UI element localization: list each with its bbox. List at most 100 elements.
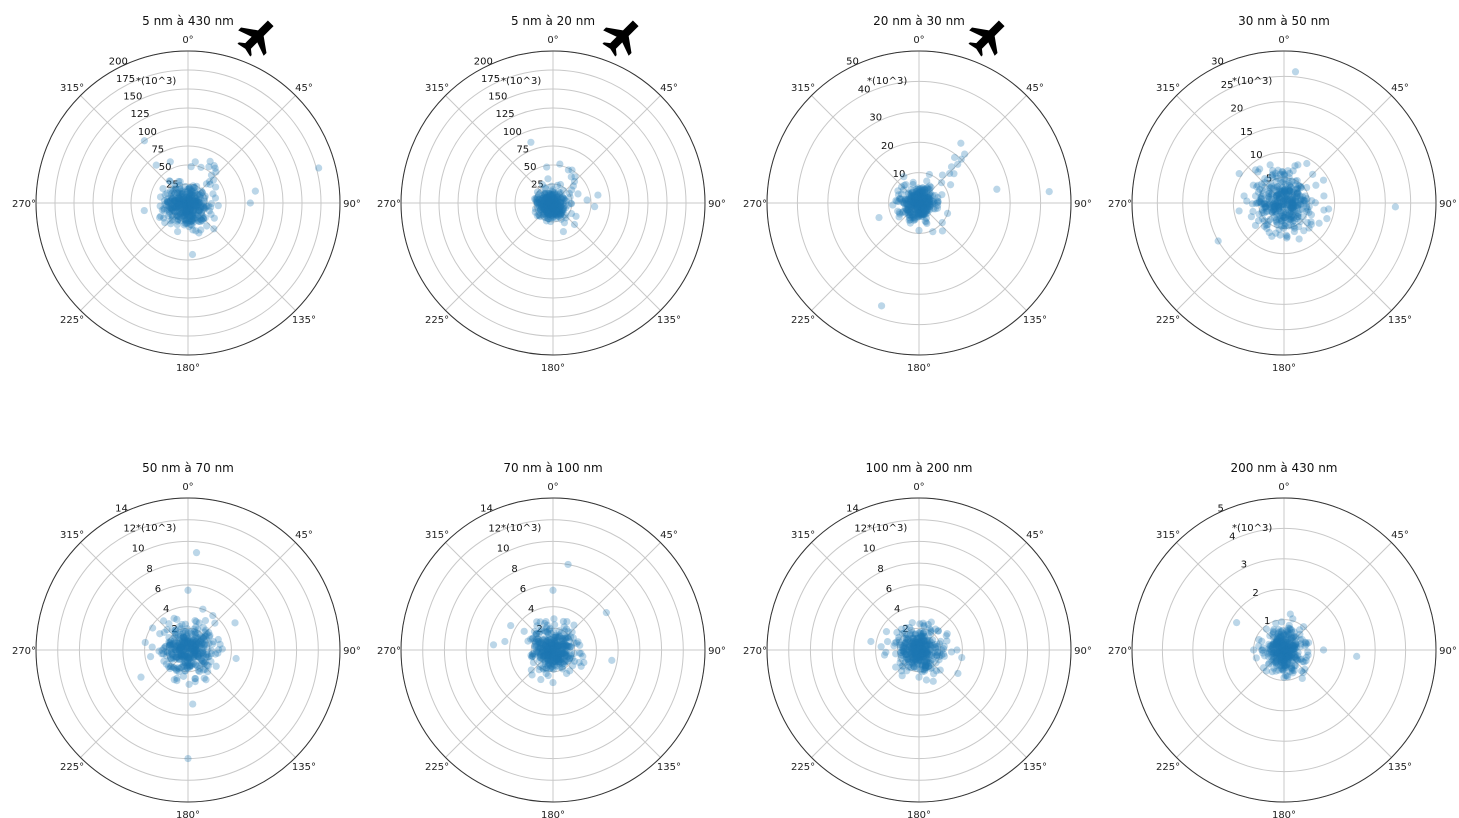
data-point (923, 199, 932, 207)
data-point (1271, 646, 1280, 655)
data-point (561, 648, 569, 657)
data-point (201, 204, 209, 212)
data-point (182, 198, 190, 206)
data-point (194, 652, 202, 660)
data-point (925, 194, 933, 202)
data-point (561, 640, 569, 648)
data-point (204, 653, 212, 661)
data-point (170, 614, 178, 622)
data-point (1282, 195, 1291, 203)
data-point (1273, 646, 1282, 654)
data-point (559, 193, 567, 201)
data-point (1235, 170, 1243, 178)
data-point (179, 651, 188, 659)
data-point (561, 211, 569, 219)
data-point (1288, 650, 1296, 658)
data-point (199, 650, 207, 658)
data-point (924, 662, 933, 670)
data-point (1270, 664, 1278, 672)
data-point (916, 645, 924, 653)
data-point (1291, 197, 1299, 205)
data-point (904, 211, 913, 219)
data-point (1286, 667, 1294, 676)
data-point (926, 664, 935, 673)
data-point (538, 197, 546, 205)
data-point (1275, 204, 1283, 213)
data-point (934, 648, 942, 656)
data-point (507, 621, 515, 630)
theta-tick-label: 270° (12, 646, 36, 657)
data-point (174, 189, 182, 197)
data-point (189, 207, 197, 215)
data-point (174, 664, 182, 672)
data-point (908, 639, 917, 647)
data-point (198, 635, 206, 643)
data-point (913, 200, 922, 209)
data-point (190, 654, 198, 662)
data-point (903, 205, 911, 214)
data-point (544, 175, 552, 183)
data-point (170, 197, 179, 205)
data-point (543, 208, 551, 216)
data-point (190, 201, 198, 209)
data-point (915, 639, 923, 647)
data-point (534, 638, 542, 646)
data-point (188, 202, 196, 210)
data-point (919, 196, 927, 204)
polar-subplot: 0°45°90°135°180°225°270°315°2468101214*(… (12, 461, 361, 818)
data-point (528, 671, 536, 679)
data-point (156, 630, 164, 638)
data-point (173, 212, 181, 220)
data-point (181, 650, 189, 658)
data-point (171, 646, 179, 654)
data-point (212, 168, 220, 176)
data-point (183, 205, 191, 213)
data-point (919, 643, 927, 651)
data-point (545, 215, 553, 223)
data-point (902, 197, 910, 205)
data-point (172, 625, 180, 634)
data-point (1287, 213, 1296, 221)
data-point (1273, 209, 1281, 217)
data-point (547, 190, 555, 199)
data-point (910, 191, 918, 199)
data-point (570, 220, 579, 229)
data-point (900, 199, 908, 208)
data-point (559, 204, 568, 212)
data-point (915, 628, 923, 637)
data-point (924, 184, 932, 192)
data-point (917, 193, 925, 201)
data-point (548, 192, 556, 200)
data-point (1286, 197, 1294, 205)
data-point (190, 647, 198, 655)
data-point (170, 194, 178, 202)
data-point (546, 217, 555, 226)
data-point (1289, 641, 1297, 650)
data-point (925, 199, 933, 208)
data-point (193, 216, 202, 224)
data-point (916, 210, 924, 218)
data-point (551, 198, 559, 206)
data-point (175, 202, 183, 210)
polar-subplot: 0°45°90°135°180°225°270°315°12345*(10^3)… (1108, 461, 1457, 818)
data-point (1279, 200, 1287, 208)
data-point (908, 196, 916, 204)
data-point (549, 203, 557, 211)
data-point (190, 636, 198, 644)
data-point (168, 194, 176, 202)
data-point (1274, 201, 1282, 209)
data-point (1305, 639, 1313, 647)
data-point (205, 207, 214, 215)
data-point (188, 661, 196, 669)
data-point (186, 204, 194, 212)
data-point (194, 206, 202, 214)
theta-tick-label: 180° (176, 810, 200, 818)
data-point (915, 639, 923, 648)
data-point (530, 195, 539, 203)
data-point (171, 639, 179, 647)
data-point (1289, 645, 1297, 653)
data-point (186, 217, 194, 225)
data-point (904, 206, 912, 214)
data-point (1286, 610, 1294, 618)
data-point (1272, 192, 1280, 200)
